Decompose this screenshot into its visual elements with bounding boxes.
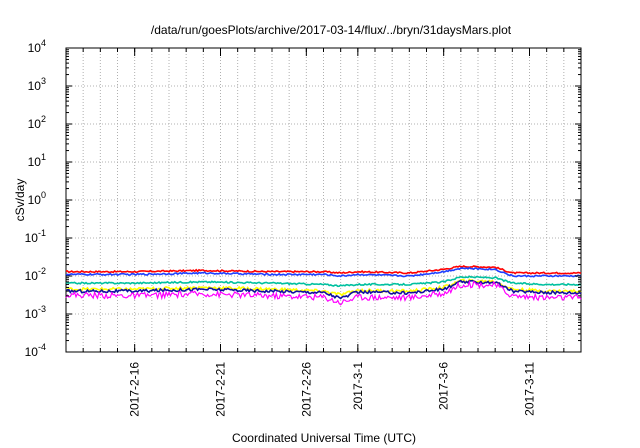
series-line-2 [65,266,582,278]
grid [66,48,581,352]
y-tick-label: 10-4 [25,342,46,359]
series-line-3 [65,275,582,288]
x-axis-label: Coordinated Universal Time (UTC) [232,431,416,445]
y-tick-label: 10-3 [25,304,46,321]
series-line-5 [65,279,582,300]
y-tick-label: 100 [28,190,46,207]
x-tick-label: 2017-3-6 [437,362,451,410]
chart-title: /data/run/goesPlots/archive/2017-03-14/f… [151,23,512,37]
y-tick-label: 104 [28,38,46,55]
y-axis-ticks: 10-4 10-3 10-2 10-1 100 101 102 103 104 [25,38,581,359]
y-tick-label: 102 [28,114,46,131]
y-tick-label: 10-1 [25,228,46,245]
x-axis-ticks: 2017-2-16 2017-2-21 2017-2-26 2017-3-1 2017-… [82,48,565,417]
y-tick-label: 101 [28,152,46,169]
series-line-6 [65,279,582,306]
y-tick-label: 10-2 [25,266,46,283]
x-tick-label: 2017-2-16 [128,362,142,417]
x-tick-label: 2017-2-21 [214,362,228,417]
series-line-1 [65,264,582,275]
y-tick-label: 103 [28,76,46,93]
x-tick-label: 2017-3-11 [523,362,537,416]
series-group [65,264,582,306]
x-tick-label: 2017-3-1 [351,362,365,410]
x-tick-label: 2017-2-26 [299,362,313,417]
y-axis-label: cSv/day [13,179,27,222]
